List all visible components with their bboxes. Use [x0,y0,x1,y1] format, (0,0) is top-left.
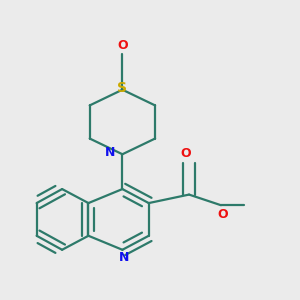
Text: O: O [180,147,191,160]
Text: N: N [119,251,130,264]
Text: O: O [117,40,128,52]
Text: O: O [218,208,228,221]
Text: N: N [104,146,115,159]
Text: S: S [117,81,128,94]
